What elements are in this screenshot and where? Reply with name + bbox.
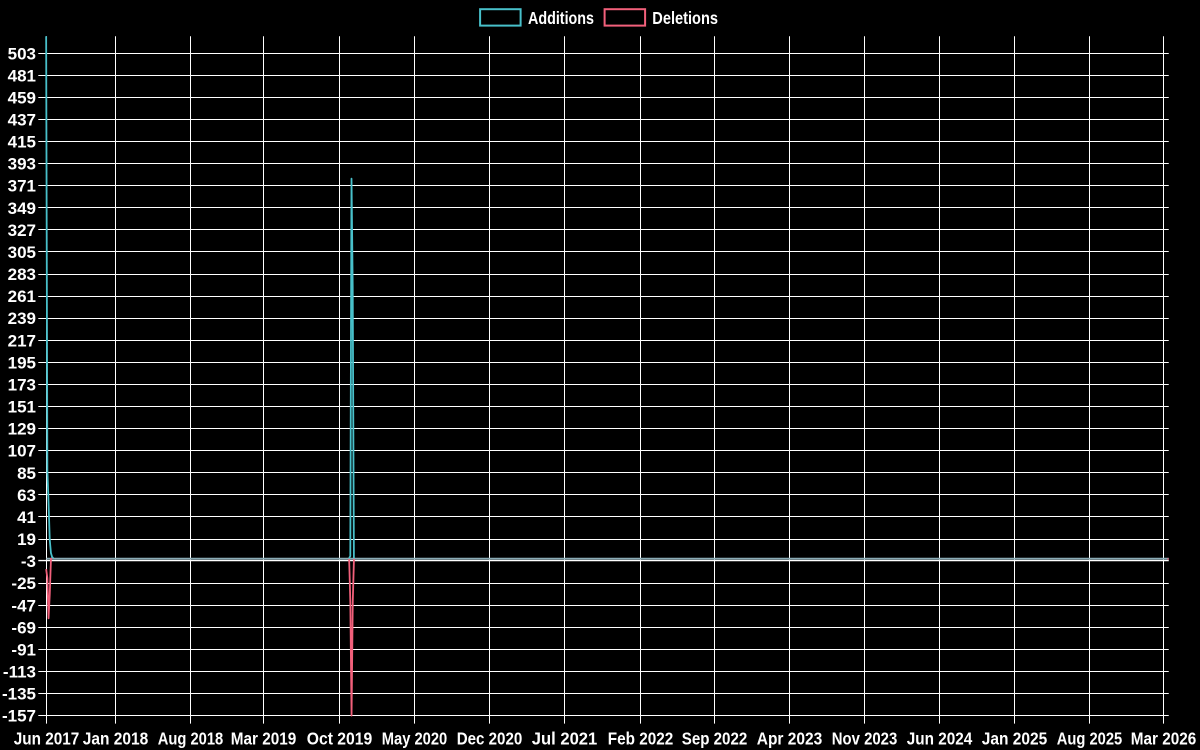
svg-text:415: 415: [8, 133, 36, 152]
svg-text:283: 283: [8, 265, 36, 284]
svg-text:Jan 2025: Jan 2025: [982, 729, 1048, 749]
svg-text:371: 371: [8, 177, 36, 196]
svg-text:-69: -69: [11, 618, 36, 637]
svg-text:261: 261: [8, 287, 36, 306]
svg-text:-157: -157: [2, 707, 36, 726]
svg-text:Aug 2025: Aug 2025: [1057, 729, 1123, 749]
svg-text:Mar 2019: Mar 2019: [231, 729, 297, 749]
svg-text:503: 503: [8, 44, 36, 63]
svg-text:Mar 2026: Mar 2026: [1131, 729, 1197, 749]
svg-text:481: 481: [8, 66, 36, 85]
svg-text:239: 239: [8, 309, 36, 328]
svg-text:Jun 2017: Jun 2017: [14, 729, 80, 749]
svg-text:305: 305: [8, 243, 36, 262]
svg-text:Jul 2021: Jul 2021: [532, 729, 598, 749]
svg-text:-91: -91: [11, 640, 36, 659]
svg-text:85: 85: [17, 464, 36, 483]
svg-text:-25: -25: [11, 574, 36, 593]
svg-text:Additions: Additions: [528, 8, 594, 28]
svg-text:-47: -47: [11, 596, 36, 615]
svg-text:-113: -113: [3, 662, 36, 681]
svg-text:129: 129: [8, 420, 36, 439]
svg-text:173: 173: [8, 375, 36, 394]
svg-text:41: 41: [17, 508, 36, 527]
svg-text:Aug 2018: Aug 2018: [158, 729, 224, 749]
svg-text:393: 393: [8, 155, 36, 174]
svg-text:Deletions: Deletions: [652, 8, 718, 28]
svg-text:Apr 2023: Apr 2023: [757, 729, 823, 749]
svg-text:Dec 2020: Dec 2020: [457, 729, 523, 749]
svg-text:Sep 2022: Sep 2022: [682, 729, 748, 749]
svg-text:Jan 2018: Jan 2018: [83, 729, 149, 749]
svg-text:195: 195: [8, 353, 36, 372]
svg-text:63: 63: [17, 486, 36, 505]
svg-text:151: 151: [8, 398, 36, 417]
svg-text:May 2020: May 2020: [382, 729, 448, 749]
svg-text:437: 437: [8, 110, 36, 129]
svg-text:Jun 2024: Jun 2024: [907, 729, 973, 749]
svg-text:107: 107: [8, 442, 36, 461]
svg-text:327: 327: [8, 221, 36, 240]
svg-text:Oct 2019: Oct 2019: [307, 729, 373, 749]
svg-text:459: 459: [8, 88, 36, 107]
svg-text:217: 217: [8, 331, 36, 350]
svg-text:19: 19: [17, 530, 36, 549]
svg-text:Nov 2023: Nov 2023: [832, 729, 898, 749]
svg-text:349: 349: [8, 199, 36, 218]
svg-text:-3: -3: [21, 552, 36, 571]
svg-text:Feb 2022: Feb 2022: [608, 729, 674, 749]
svg-text:-135: -135: [2, 685, 36, 704]
